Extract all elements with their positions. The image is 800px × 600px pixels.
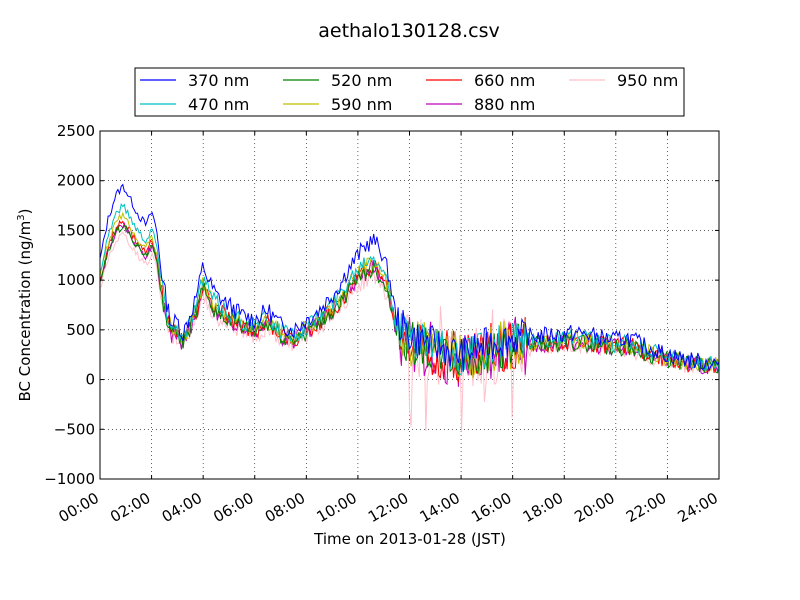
x-tick-label: 06:00 <box>210 489 256 526</box>
plot-lines <box>99 183 720 433</box>
x-tick-label: 14:00 <box>417 489 463 526</box>
y-tick-label: 1500 <box>57 221 95 239</box>
x-tick-label: 20:00 <box>571 489 617 526</box>
y-tick-label: 2000 <box>57 172 95 190</box>
legend: 370 nm 470 nm 520 nm 590 nm 660 nm 880 nm 950 … <box>134 67 685 117</box>
legend-label: 470 nm <box>188 95 249 114</box>
x-tick-label: 18:00 <box>520 489 566 526</box>
legend-label: 590 nm <box>331 95 392 114</box>
legend-label: 660 nm <box>474 71 535 90</box>
y-tick-label: −500 <box>54 420 95 438</box>
y-axis-label: BC Concentration (ng/m3) <box>16 209 34 402</box>
x-tick-label: 02:00 <box>107 489 153 526</box>
y-axis-label-superscript: 3 <box>16 214 27 220</box>
series-line-950-nm <box>99 231 720 433</box>
legend-box <box>134 67 685 117</box>
y-axis-label-main: BC Concentration (ng/m <box>16 221 34 402</box>
x-axis: 00:00 02:00 04:00 06:00 08:00 10:00 12:00 14:00… <box>56 131 721 526</box>
x-tick-label: 16:00 <box>468 489 514 526</box>
series-line-370-nm <box>99 183 720 373</box>
y-axis-label-close: ) <box>16 209 34 215</box>
x-tick-label: 04:00 <box>159 489 205 526</box>
x-tick-label: 10:00 <box>313 489 359 526</box>
y-tick-label: 1000 <box>57 271 95 289</box>
series-line-880-nm <box>99 221 720 387</box>
x-tick-label: 24:00 <box>675 489 721 526</box>
y-tick-label: 500 <box>66 321 95 339</box>
legend-label: 370 nm <box>188 71 249 90</box>
y-tick-label: 0 <box>85 371 95 389</box>
series-line-660-nm <box>99 219 720 384</box>
chart-title: aethalo130128.csv <box>318 20 500 42</box>
legend-label: 880 nm <box>474 95 535 114</box>
series-line-520-nm <box>99 224 720 375</box>
x-axis-label: Time on 2013-01-28 (JST) <box>313 530 506 548</box>
x-tick-label: 22:00 <box>623 489 669 526</box>
x-tick-label: 12:00 <box>365 489 411 526</box>
legend-label: 520 nm <box>331 71 392 90</box>
legend-label: 950 nm <box>617 71 678 90</box>
x-tick-label: 08:00 <box>262 489 308 526</box>
y-tick-label: 2500 <box>57 122 95 140</box>
y-axis: −1000 −500 0 500 1000 1500 2000 2500 <box>44 122 719 488</box>
y-tick-label: −1000 <box>44 470 95 488</box>
series-line-470-nm <box>99 202 720 376</box>
grid <box>100 131 719 479</box>
x-tick-label: 00:00 <box>56 489 102 526</box>
